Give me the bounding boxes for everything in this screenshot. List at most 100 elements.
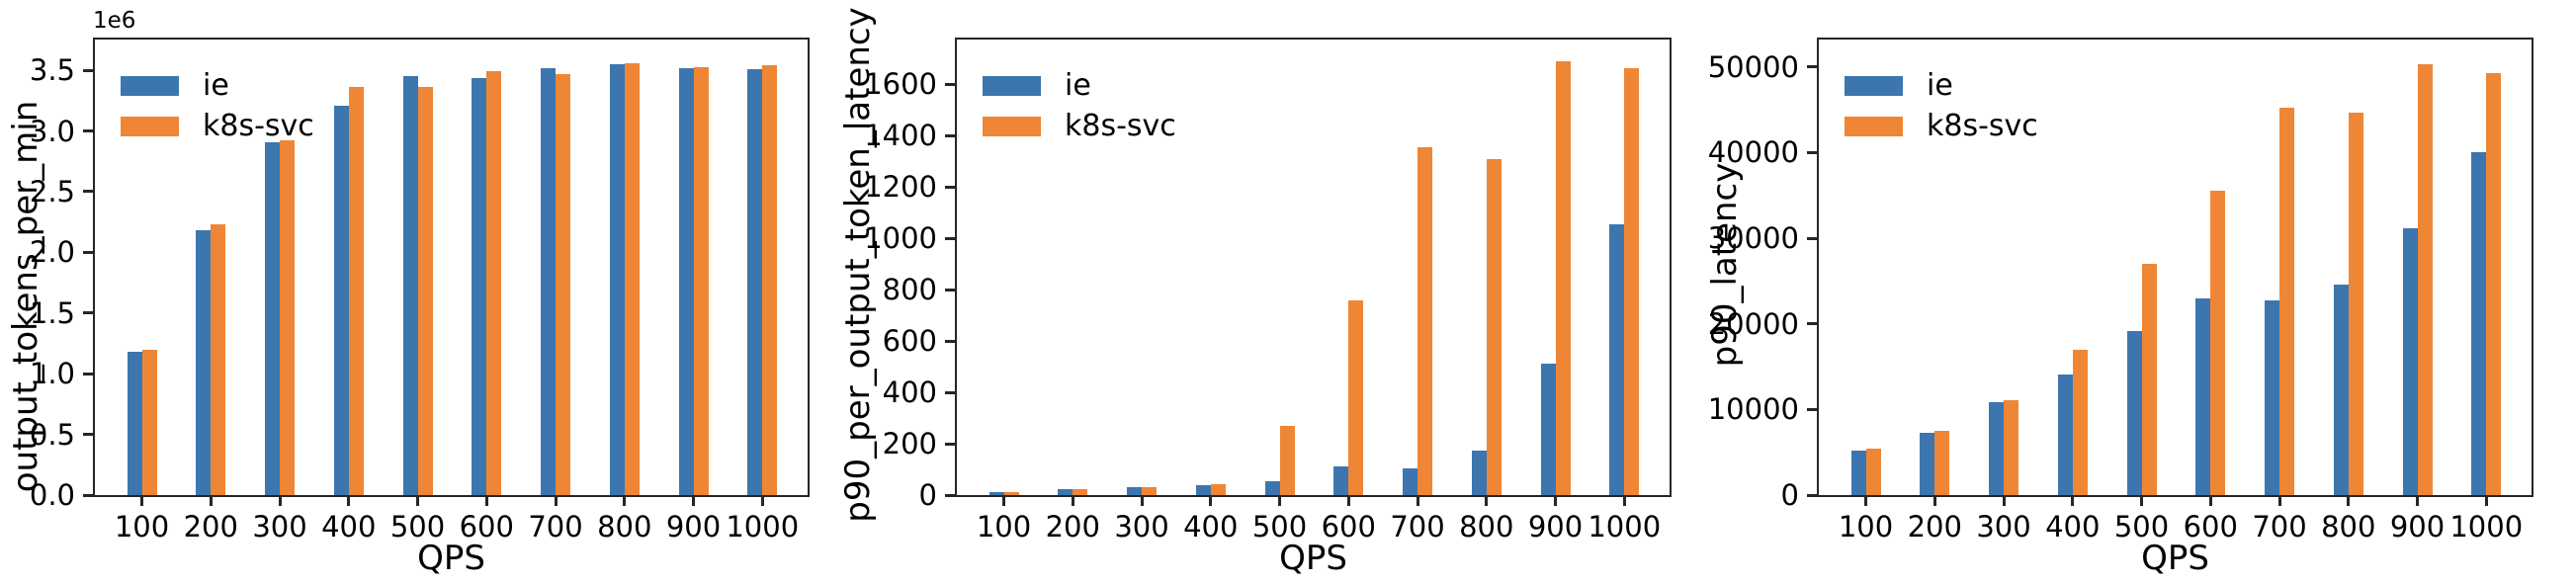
y-tick-label: 30000 xyxy=(1707,221,1799,256)
y-tick-mark xyxy=(945,493,955,497)
bar-k8s-svc-200 xyxy=(211,224,226,495)
bar-ie-1000 xyxy=(747,68,763,495)
x-tick-mark xyxy=(1071,495,1074,506)
bar-k8s-svc-900 xyxy=(2417,64,2433,495)
bar-k8s-svc-900 xyxy=(693,66,709,495)
bar-ie-700 xyxy=(2265,300,2279,495)
bar-ie-1000 xyxy=(2471,151,2487,495)
bar-ie-600 xyxy=(1333,465,1349,495)
y-tick-label: 400 xyxy=(882,376,937,410)
y-tick-label: 1.5 xyxy=(29,295,75,330)
legend-entry-k8s-svc: k8s-svc xyxy=(121,106,314,146)
y-tick-label: 2.5 xyxy=(29,174,75,209)
y-tick-mark xyxy=(83,68,93,72)
bar-ie-900 xyxy=(2402,227,2418,495)
y-tick-label: 800 xyxy=(882,273,937,307)
x-tick-label: 400 xyxy=(1183,510,1239,543)
x-tick-mark xyxy=(140,495,143,506)
x-tick-mark xyxy=(2208,495,2212,506)
x-tick-mark xyxy=(554,495,558,506)
bar-ie-500 xyxy=(1264,481,1280,495)
x-tick-label: 300 xyxy=(252,510,307,543)
x-tick-mark xyxy=(1278,495,1281,506)
x-tick-label: 800 xyxy=(1459,510,1514,543)
x-tick-mark xyxy=(1140,495,1144,506)
bar-k8s-svc-600 xyxy=(1348,299,1364,495)
legend-swatch-k8s-svc xyxy=(121,116,179,136)
y-tick-label: 0.0 xyxy=(29,478,75,512)
x-tick-label: 700 xyxy=(528,510,583,543)
x-tick-mark xyxy=(760,495,764,506)
y-tick-mark xyxy=(1807,65,1817,69)
x-tick-label: 600 xyxy=(1321,510,1376,543)
x-tick-label: 400 xyxy=(321,510,377,543)
legend: ie k8s-svc xyxy=(983,65,1176,146)
bar-ie-100 xyxy=(127,352,142,495)
y-tick-mark xyxy=(1807,407,1817,411)
x-tick-mark xyxy=(1622,495,1626,506)
bar-k8s-svc-200 xyxy=(1934,430,1950,495)
y-tick-mark xyxy=(945,185,955,189)
legend-entry-k8s-svc: k8s-svc xyxy=(983,106,1176,146)
bar-k8s-svc-400 xyxy=(348,87,364,495)
x-tick-mark xyxy=(2416,495,2419,506)
y-tick-label: 50000 xyxy=(1707,49,1799,84)
y-tick-mark xyxy=(945,339,955,343)
bar-k8s-svc-800 xyxy=(1486,158,1502,495)
legend-swatch-ie xyxy=(983,75,1041,96)
y-tick-mark xyxy=(83,372,93,376)
y-tick-mark xyxy=(945,442,955,446)
y-tick-label: 3.5 xyxy=(29,53,75,88)
legend-label-ie: ie xyxy=(1065,67,1091,103)
x-tick-label: 800 xyxy=(2321,510,2376,543)
bar-ie-900 xyxy=(678,67,694,495)
bar-k8s-svc-900 xyxy=(1555,61,1571,495)
x-tick-mark xyxy=(1554,495,1557,506)
y-tick-label: 40000 xyxy=(1707,135,1799,170)
x-axis-label: QPS xyxy=(417,539,485,578)
bar-k8s-svc-1000 xyxy=(2486,72,2502,495)
x-tick-label: 600 xyxy=(2183,510,2238,543)
x-tick-mark xyxy=(209,495,213,506)
x-tick-mark xyxy=(623,495,627,506)
y-tick-mark xyxy=(1807,236,1817,240)
y-tick-mark xyxy=(83,493,93,497)
legend-label-k8s-svc: k8s-svc xyxy=(1927,108,2038,143)
bar-ie-300 xyxy=(265,141,280,495)
x-tick-label: 1000 xyxy=(726,510,800,543)
legend: ie k8s-svc xyxy=(121,65,314,146)
bar-k8s-svc-700 xyxy=(556,73,570,495)
x-tick-label: 500 xyxy=(2113,510,2170,543)
y-tick-label: 1200 xyxy=(864,170,937,205)
bar-k8s-svc-700 xyxy=(1417,147,1432,495)
bar-k8s-svc-100 xyxy=(1865,449,1881,495)
x-tick-mark xyxy=(2002,495,2006,506)
bar-k8s-svc-600 xyxy=(486,71,502,495)
x-tick-label: 100 xyxy=(976,510,1032,543)
bar-ie-500 xyxy=(2126,331,2142,495)
y-tick-mark xyxy=(945,390,955,394)
y-tick-mark xyxy=(945,288,955,292)
y-tick-label: 1400 xyxy=(864,119,937,153)
x-tick-mark xyxy=(416,495,419,506)
bar-k8s-svc-100 xyxy=(141,349,157,495)
x-axis-label: QPS xyxy=(1279,539,1347,578)
x-tick-mark xyxy=(1346,495,1350,506)
bar-k8s-svc-700 xyxy=(2279,108,2294,495)
bar-k8s-svc-300 xyxy=(280,140,295,495)
bar-k8s-svc-300 xyxy=(1142,487,1157,495)
bar-k8s-svc-300 xyxy=(2004,399,2018,495)
bar-ie-600 xyxy=(472,77,487,495)
legend-swatch-ie xyxy=(1845,75,1903,96)
bar-ie-300 xyxy=(1989,401,2004,495)
x-tick-mark xyxy=(1209,495,1213,506)
bar-ie-400 xyxy=(333,105,349,495)
bar-ie-300 xyxy=(1127,486,1142,495)
legend-swatch-k8s-svc xyxy=(1845,116,1903,136)
x-tick-label: 1000 xyxy=(2449,510,2524,543)
legend: ie k8s-svc xyxy=(1845,65,2038,146)
x-tick-mark xyxy=(1864,495,1867,506)
